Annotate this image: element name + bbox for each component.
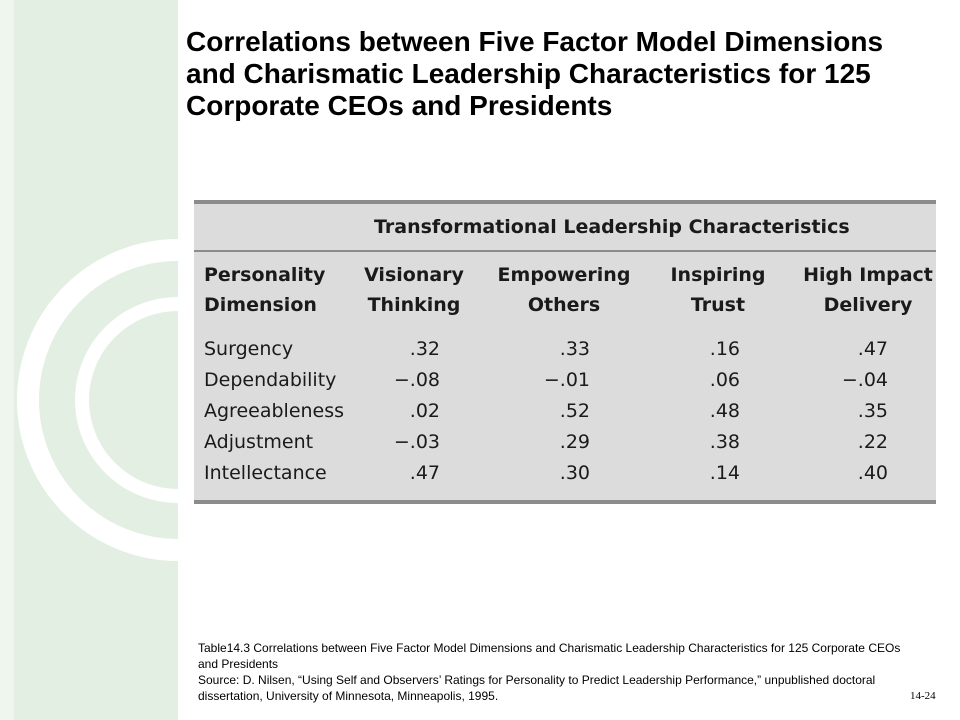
cell-empowering-others: .52 (559, 400, 590, 422)
cell-visionary-thinking: −.03 (393, 431, 440, 453)
column-header-visionary-thinking: Visionary Thinking (334, 260, 494, 320)
table-caption: Table14.3 Correlations between Five Fact… (198, 640, 918, 704)
row-dimension: Adjustment (204, 431, 314, 453)
cell-inspiring-trust: .16 (709, 338, 740, 360)
column-header-line: Delivery (823, 294, 913, 316)
column-header-line: Empowering (497, 264, 631, 286)
decorative-arcs (0, 0, 178, 720)
row-dimension: Intellectance (204, 462, 327, 484)
cell-high-impact-delivery: .35 (857, 400, 888, 422)
cell-high-impact-delivery: −.04 (841, 369, 888, 391)
slide-title: Correlations between Five Factor Model D… (186, 26, 884, 121)
column-header-line: High Impact (803, 264, 933, 286)
column-header-line: Dimension (204, 294, 317, 316)
cell-visionary-thinking: −.08 (393, 369, 440, 391)
cell-inspiring-trust: .38 (709, 431, 740, 453)
cell-empowering-others: .33 (559, 338, 590, 360)
column-header-empowering-others: Empowering Others (484, 260, 644, 320)
cell-high-impact-delivery: .47 (857, 338, 888, 360)
cell-empowering-others: −.01 (543, 369, 590, 391)
column-header-line: Visionary (364, 264, 464, 286)
row-dimension: Surgency (204, 338, 294, 360)
correlation-table: Transformational Leadership Characterist… (194, 200, 936, 504)
table-row: Agreeableness .02 .52 .48 .35 (194, 400, 936, 431)
column-header-inspiring-trust: Inspiring Trust (638, 260, 798, 320)
column-header-line: Trust (690, 294, 746, 316)
table-row: Surgency .32 .33 .16 .47 (194, 338, 936, 369)
decorative-side-band (0, 0, 178, 720)
column-header-line: Others (527, 294, 601, 316)
row-dimension: Agreeableness (204, 400, 345, 422)
column-header-high-impact-delivery: High Impact Delivery (788, 260, 948, 320)
cell-high-impact-delivery: .40 (857, 462, 888, 484)
cell-high-impact-delivery: .22 (857, 431, 888, 453)
caption-source: Source: D. Nilsen, “Using Self and Obser… (198, 673, 876, 703)
cell-inspiring-trust: .48 (709, 400, 740, 422)
table-group-header: Transformational Leadership Characterist… (374, 216, 850, 238)
column-header-line: Thinking (367, 294, 461, 316)
column-header-line: Personality (204, 264, 326, 286)
header-divider (194, 250, 936, 252)
table-row: Intellectance .47 .30 .14 .40 (194, 462, 936, 493)
cell-visionary-thinking: .47 (409, 462, 440, 484)
row-dimension: Dependability (204, 369, 337, 391)
cell-empowering-others: .30 (559, 462, 590, 484)
table-row: Adjustment −.03 .29 .38 .22 (194, 431, 936, 462)
column-header-dimension: Personality Dimension (204, 260, 325, 320)
page-number: 14-24 (910, 690, 936, 702)
cell-empowering-others: .29 (559, 431, 590, 453)
cell-visionary-thinking: .32 (409, 338, 440, 360)
cell-visionary-thinking: .02 (409, 400, 440, 422)
caption-title: Table14.3 Correlations between Five Fact… (198, 641, 901, 671)
table-row: Dependability −.08 −.01 .06 −.04 (194, 369, 936, 400)
cell-inspiring-trust: .14 (709, 462, 740, 484)
column-header-line: Inspiring (670, 264, 766, 286)
cell-inspiring-trust: .06 (709, 369, 740, 391)
